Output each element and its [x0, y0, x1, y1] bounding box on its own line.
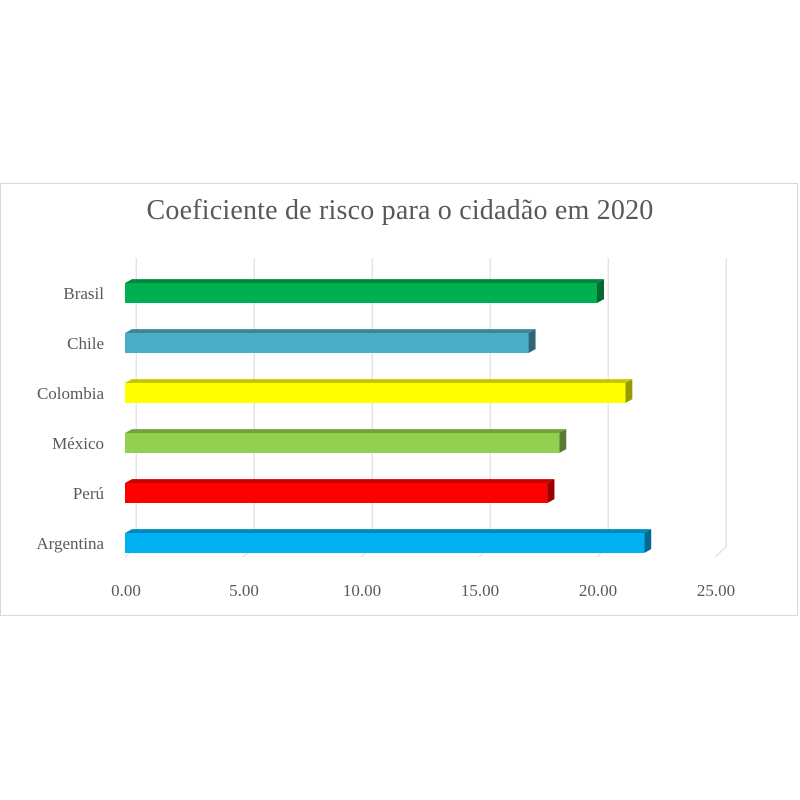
- x-tick-label: 25.00: [697, 581, 735, 600]
- bar-top-face: [125, 479, 555, 483]
- bar: [125, 529, 652, 553]
- chart-title: Coeficiente de risco para o cidadão em 2…: [146, 195, 654, 226]
- bar-front-face: [125, 383, 626, 403]
- bar-end-face: [625, 379, 633, 403]
- bar-end-face: [559, 429, 567, 453]
- x-tick-label: 15.00: [461, 581, 499, 600]
- category-label: Perú: [73, 484, 105, 503]
- x-tick-label: 0.00: [111, 581, 141, 600]
- x-tick-label: 20.00: [579, 581, 617, 600]
- bar-end-face: [528, 329, 536, 353]
- bar-top-face: [125, 329, 536, 333]
- bar-front-face: [125, 533, 645, 553]
- bar-top-face: [125, 429, 567, 433]
- bar-front-face: [125, 483, 548, 503]
- bar: [125, 379, 633, 403]
- bar-front-face: [125, 333, 529, 353]
- bar-top-face: [125, 379, 633, 383]
- bar-top-face: [125, 279, 604, 283]
- bar-top-face: [125, 529, 652, 533]
- bar-end-face: [597, 279, 604, 303]
- category-label: Argentina: [36, 534, 104, 553]
- bar: [125, 429, 567, 453]
- category-label: Chile: [67, 334, 104, 353]
- category-labels: Brasil Chile Colombia México Perú Argentina: [36, 284, 104, 553]
- category-label: Colombia: [37, 384, 105, 403]
- bar-end-face: [547, 479, 555, 503]
- bars: [125, 279, 652, 553]
- bar-front-face: [125, 283, 597, 303]
- bar: [125, 279, 604, 303]
- category-label: México: [52, 434, 104, 453]
- x-tick-label: 10.00: [343, 581, 381, 600]
- bar-end-face: [644, 529, 652, 553]
- bar-front-face: [125, 433, 560, 453]
- bar: [125, 479, 555, 503]
- bar: [125, 329, 536, 353]
- category-label: Brasil: [63, 284, 104, 303]
- x-tick-labels: 0.00 5.00 10.00 15.00 20.00 25.00: [111, 581, 735, 600]
- gridline-floor: [714, 546, 727, 558]
- x-tick-label: 5.00: [229, 581, 259, 600]
